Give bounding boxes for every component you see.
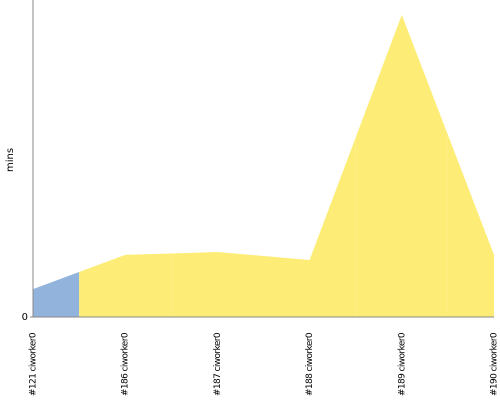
x-tick-label: #187 ciworker0 bbox=[213, 332, 223, 396]
x-tick-label: #186 ciworker0 bbox=[121, 332, 131, 396]
x-tick-label: #188 ciworker0 bbox=[305, 332, 315, 396]
y-axis-label: mins bbox=[5, 148, 16, 172]
area-segment bbox=[447, 134, 494, 317]
area-segment bbox=[263, 137, 356, 317]
x-tick-label: #190 ciworker0 bbox=[490, 332, 500, 396]
y-tick-label: 0 bbox=[22, 312, 28, 323]
area-segment bbox=[79, 253, 172, 317]
area-segment bbox=[171, 252, 264, 317]
area-segment bbox=[355, 14, 448, 318]
x-tick-label: #121 ciworker0 bbox=[29, 332, 39, 396]
area-segment bbox=[33, 271, 80, 317]
x-tick-label: #189 ciworker0 bbox=[397, 332, 407, 396]
